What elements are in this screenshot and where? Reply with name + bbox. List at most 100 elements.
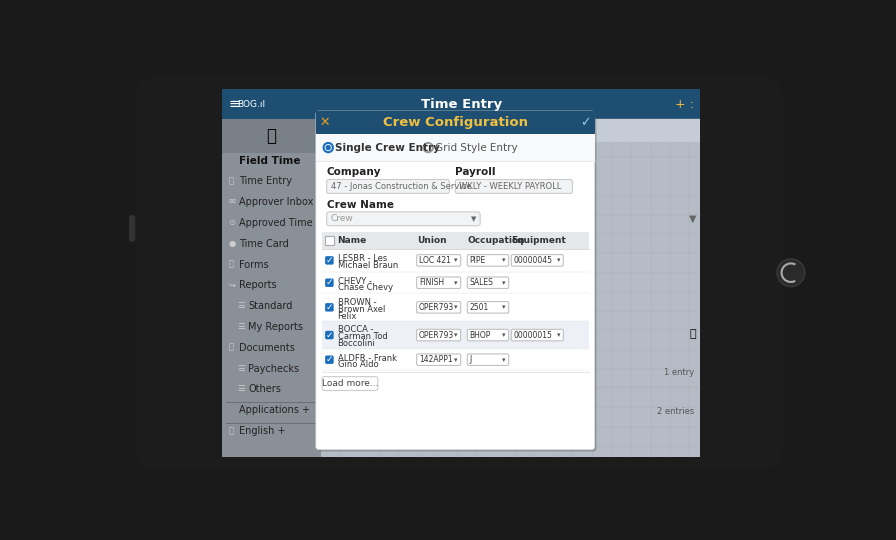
Text: CHEVY -: CHEVY - <box>338 276 372 286</box>
Bar <box>222 119 322 153</box>
Text: 📄: 📄 <box>228 260 233 268</box>
FancyBboxPatch shape <box>325 303 333 312</box>
Text: OPER793: OPER793 <box>419 330 454 340</box>
Text: ALDFR - Frank: ALDFR - Frank <box>338 354 397 362</box>
FancyBboxPatch shape <box>468 354 509 366</box>
Circle shape <box>424 143 433 152</box>
Text: Others: Others <box>248 384 281 394</box>
Text: ▼: ▼ <box>471 216 477 222</box>
Text: Time Entry: Time Entry <box>420 98 502 111</box>
FancyBboxPatch shape <box>315 111 595 450</box>
Text: 🚩: 🚩 <box>267 127 277 145</box>
Text: ▾: ▾ <box>454 332 458 338</box>
Text: ▾: ▾ <box>503 280 505 286</box>
Text: BHOP: BHOP <box>470 330 491 340</box>
FancyBboxPatch shape <box>417 354 461 366</box>
Text: BROWN -: BROWN - <box>338 298 376 307</box>
Text: Applications +: Applications + <box>239 405 310 415</box>
Text: 00000045: 00000045 <box>513 256 553 265</box>
Text: Equipment: Equipment <box>512 236 566 245</box>
Text: + :: + : <box>676 98 694 111</box>
Text: Felix: Felix <box>338 312 357 321</box>
Text: Approver Inbox: Approver Inbox <box>239 197 314 207</box>
Text: Crew Configuration: Crew Configuration <box>383 116 528 129</box>
Bar <box>222 90 701 119</box>
Text: Field Time: Field Time <box>239 156 300 166</box>
Text: Name: Name <box>338 236 366 245</box>
Text: Michael Braun: Michael Braun <box>338 261 398 270</box>
FancyBboxPatch shape <box>468 301 509 313</box>
Text: FINISH: FINISH <box>419 278 444 287</box>
Text: SALES: SALES <box>470 278 494 287</box>
FancyBboxPatch shape <box>417 277 461 288</box>
Text: ⊙: ⊙ <box>228 218 236 227</box>
Text: ▾: ▾ <box>503 258 505 264</box>
Circle shape <box>323 143 333 152</box>
Text: Union: Union <box>417 236 446 245</box>
Text: My Reports: My Reports <box>248 322 304 332</box>
FancyBboxPatch shape <box>325 331 333 339</box>
Text: Standard: Standard <box>248 301 293 311</box>
Text: ▼: ▼ <box>689 214 696 224</box>
FancyBboxPatch shape <box>135 76 783 469</box>
Text: 00000015: 00000015 <box>513 330 553 340</box>
FancyBboxPatch shape <box>512 329 564 341</box>
Text: ✓: ✓ <box>581 116 590 129</box>
Text: Crew Name: Crew Name <box>327 200 393 210</box>
Text: h 00m: h 00m <box>333 126 358 135</box>
Text: BOG.ıl: BOG.ıl <box>237 99 266 109</box>
FancyBboxPatch shape <box>325 279 333 287</box>
Text: ☰: ☰ <box>237 363 245 373</box>
Bar <box>315 134 595 161</box>
Text: 🗓: 🗓 <box>228 177 233 185</box>
Text: 47 - Jonas Construction & Service: 47 - Jonas Construction & Service <box>331 182 471 191</box>
Bar <box>222 90 701 457</box>
Text: WKLY - WEEKLY PAYROLL: WKLY - WEEKLY PAYROLL <box>459 182 562 191</box>
Text: ≡: ≡ <box>228 97 240 111</box>
Text: 📅: 📅 <box>689 329 696 339</box>
Bar <box>322 294 589 321</box>
Text: Company: Company <box>327 167 381 177</box>
Text: ▾: ▾ <box>454 258 458 264</box>
Text: 📂: 📂 <box>228 343 233 352</box>
FancyBboxPatch shape <box>468 254 509 266</box>
Text: Crew: Crew <box>331 214 353 224</box>
Text: ↪: ↪ <box>228 280 236 289</box>
FancyBboxPatch shape <box>512 254 564 266</box>
Text: PIPE: PIPE <box>470 256 486 265</box>
Text: Single Crew Entry: Single Crew Entry <box>335 143 440 153</box>
Text: Chase Chevy: Chase Chevy <box>338 284 392 293</box>
Circle shape <box>777 259 805 287</box>
Bar <box>322 349 589 370</box>
Text: ✉: ✉ <box>228 197 236 206</box>
Text: ✓: ✓ <box>325 355 333 364</box>
FancyBboxPatch shape <box>327 179 450 193</box>
Text: ▾: ▾ <box>557 332 560 338</box>
Bar <box>322 232 589 249</box>
Text: OPER793: OPER793 <box>419 303 454 312</box>
Text: Forms: Forms <box>239 260 269 269</box>
Text: 2501: 2501 <box>470 303 489 312</box>
Text: Boccolini: Boccolini <box>338 339 375 348</box>
Text: J: J <box>470 355 472 364</box>
Text: LESBR - Les: LESBR - Les <box>338 254 387 263</box>
FancyBboxPatch shape <box>325 256 333 265</box>
Bar <box>322 119 701 142</box>
Text: ✓: ✓ <box>325 330 333 340</box>
Text: Brown Axel: Brown Axel <box>338 305 385 314</box>
Text: 🌐: 🌐 <box>228 426 233 435</box>
FancyBboxPatch shape <box>468 277 509 288</box>
FancyBboxPatch shape <box>327 212 480 226</box>
Text: ✕: ✕ <box>320 116 331 129</box>
FancyBboxPatch shape <box>315 111 595 134</box>
FancyBboxPatch shape <box>417 254 461 266</box>
Text: ▾: ▾ <box>454 280 458 286</box>
Bar <box>315 111 595 134</box>
FancyBboxPatch shape <box>129 215 135 242</box>
Circle shape <box>446 157 461 173</box>
Text: ▾: ▾ <box>503 305 505 310</box>
Bar <box>322 249 589 272</box>
FancyBboxPatch shape <box>417 329 461 341</box>
Text: ▾: ▾ <box>454 357 458 363</box>
Text: BOCCA -: BOCCA - <box>338 326 373 334</box>
